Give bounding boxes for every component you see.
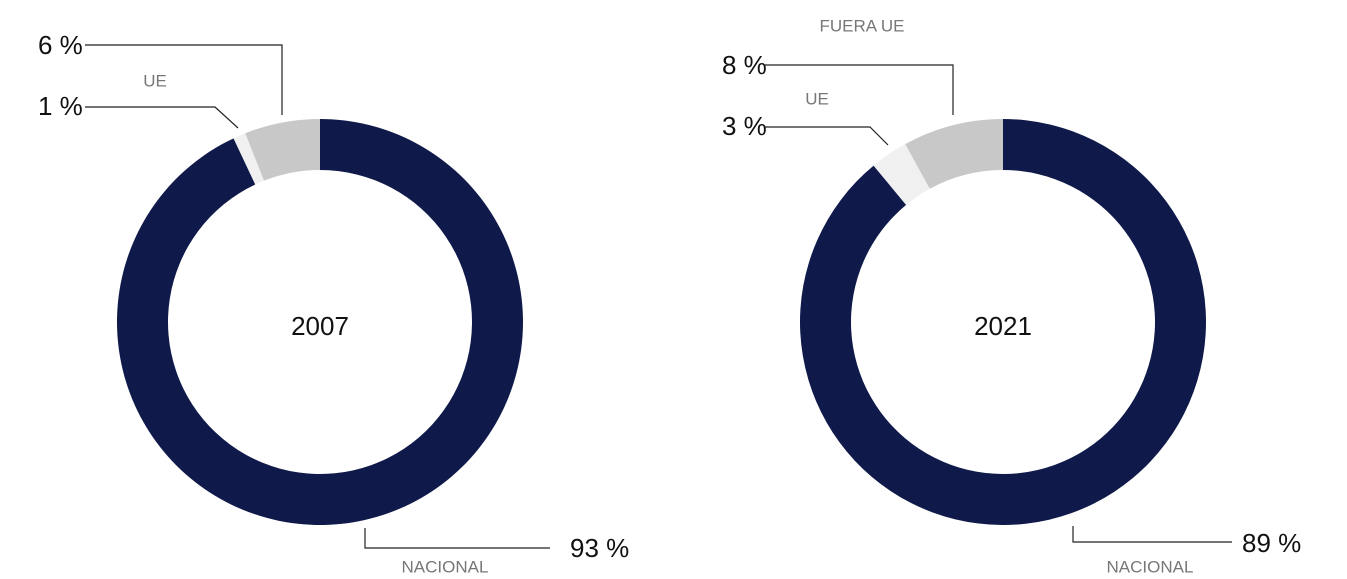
leader-line	[85, 44, 283, 115]
chart-title: 2021	[974, 311, 1032, 341]
value-label: 89 %	[1242, 528, 1301, 558]
value-label: 8 %	[722, 50, 767, 80]
category-label: UE	[805, 89, 829, 108]
value-label: 3 %	[722, 111, 767, 141]
value-label: 93 %	[570, 533, 629, 563]
leader-line	[765, 126, 889, 146]
leader-line	[85, 106, 239, 129]
category-label: NACIONAL	[1107, 557, 1194, 576]
category-label: NACIONAL	[402, 557, 489, 576]
donut-slice	[905, 119, 1003, 189]
donut-slice	[233, 133, 265, 185]
category-label: FUERA UE	[819, 16, 904, 35]
value-label: 1 %	[38, 91, 83, 121]
donut-slice	[873, 144, 930, 205]
chart-title: 2007	[291, 311, 349, 341]
donut-slice	[245, 119, 320, 181]
leader-line	[765, 64, 954, 115]
leader-line	[364, 528, 550, 549]
value-label: 6 %	[38, 30, 83, 60]
leader-line	[1072, 526, 1232, 543]
category-label: UE	[143, 71, 167, 90]
